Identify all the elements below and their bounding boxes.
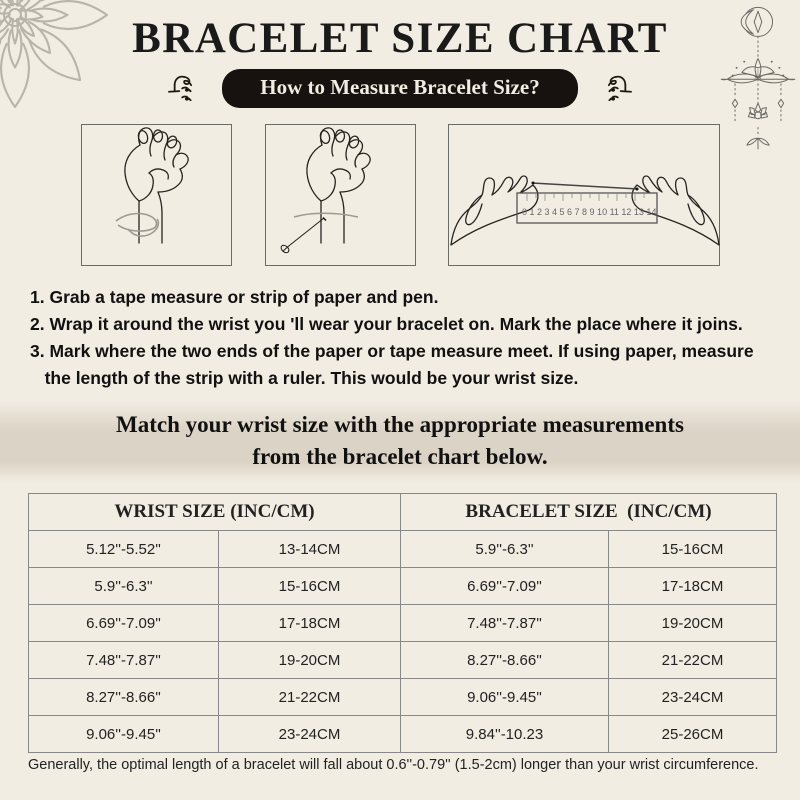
svg-text:0 1 2 3 4 5 6 7 8 9 10 11 12 1: 0 1 2 3 4 5 6 7 8 9 10 11 12 13 14 [522,207,656,217]
